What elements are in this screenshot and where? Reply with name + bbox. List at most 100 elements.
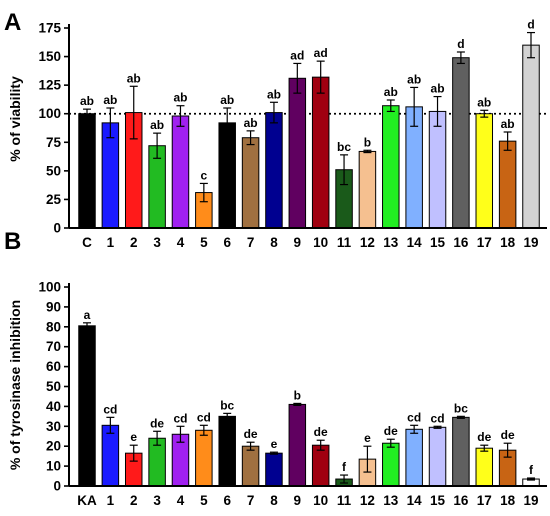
significance-letter: ab <box>127 71 141 85</box>
significance-letter: cd <box>407 410 421 424</box>
panel-a-letter: A <box>4 9 21 36</box>
x-tick-label: 11 <box>337 235 352 250</box>
x-tick-label: 15 <box>430 493 446 508</box>
bar <box>428 426 447 487</box>
significance-letter: a <box>84 308 91 322</box>
significance-letter: de <box>244 427 258 441</box>
x-tick-label: 13 <box>383 493 399 508</box>
panel-b-error-bars <box>83 322 535 484</box>
panel-b-letter: B <box>4 228 21 255</box>
x-tick-label: 12 <box>360 235 375 250</box>
y-tick-label: 100 <box>38 106 61 121</box>
y-tick-label: 70 <box>46 339 61 354</box>
x-tick-label: 8 <box>270 493 278 508</box>
x-tick-label: KA <box>77 493 97 508</box>
significance-letter: cd <box>103 402 117 416</box>
significance-letter: ad <box>290 48 304 62</box>
x-tick-label: 10 <box>313 235 328 250</box>
bar <box>382 442 400 487</box>
significance-letter: e <box>130 430 137 444</box>
significance-letter: de <box>314 425 328 439</box>
significance-letter: ab <box>267 87 281 101</box>
y-tick-label: 50 <box>46 379 61 394</box>
significance-letter: ab <box>384 85 398 99</box>
panel-a-axes <box>68 24 547 229</box>
bar <box>195 429 213 487</box>
bar <box>358 150 377 229</box>
y-tick-label: 125 <box>38 78 61 93</box>
bar <box>171 115 190 229</box>
panel-b-y-ticks: 0 10 20 30 40 50 60 70 80 90 100 <box>38 280 69 494</box>
bar <box>428 110 447 229</box>
bar <box>265 452 283 487</box>
x-tick-label: 16 <box>453 235 469 250</box>
x-tick-label: C <box>82 235 92 250</box>
panel-a-bars <box>78 44 540 229</box>
significance-letter: e <box>271 437 278 451</box>
significance-letter: ab <box>103 93 117 107</box>
y-tick-label: 100 <box>38 280 61 295</box>
panel-b-x-ticks: KA 1 2 3 4 5 6 7 8 9 10 11 12 13 14 15 16 17 18 19 <box>77 493 538 508</box>
significance-letter: ad <box>314 46 328 60</box>
x-tick-label: 19 <box>523 235 538 250</box>
x-tick-label: 13 <box>383 235 399 250</box>
bar <box>265 112 283 229</box>
x-tick-label: 18 <box>500 493 516 508</box>
x-tick-label: 9 <box>294 493 302 508</box>
panel-a-error-bars <box>83 31 535 203</box>
x-tick-label: 3 <box>153 235 161 250</box>
y-tick-label: 40 <box>46 399 61 414</box>
significance-letter: bc <box>220 398 234 412</box>
panel-a-y-ticks: 0 25 50 75 100 125 150 175 <box>38 21 69 236</box>
bar <box>241 445 260 487</box>
x-tick-label: 16 <box>453 493 469 508</box>
significance-letter: bc <box>337 140 351 154</box>
x-tick-label: 2 <box>130 235 138 250</box>
significance-letter: b <box>294 388 301 402</box>
y-tick-label: 0 <box>53 221 61 236</box>
y-tick-label: 0 <box>53 479 61 494</box>
panel-a-ylabel: % of viability <box>7 76 23 162</box>
significance-letter: de <box>501 428 515 442</box>
x-tick-label: 7 <box>247 235 255 250</box>
bar <box>218 415 236 487</box>
panel-a-x-ticks: C 1 2 3 4 5 6 7 8 9 10 11 12 13 14 15 16 17 18 19 <box>82 235 538 250</box>
x-tick-label: 1 <box>107 235 115 250</box>
y-tick-label: 50 <box>46 163 61 178</box>
x-tick-label: 9 <box>294 235 302 250</box>
bar <box>288 77 307 229</box>
significance-letter: cd <box>431 411 445 425</box>
x-tick-label: 3 <box>153 493 161 508</box>
significance-letter: ab <box>173 91 187 105</box>
x-tick-label: 2 <box>130 493 138 508</box>
bar <box>101 122 120 229</box>
y-tick-label: 150 <box>38 49 61 64</box>
x-tick-label: 1 <box>107 493 115 508</box>
x-tick-label: 5 <box>200 235 208 250</box>
panel-b-chart: B % of tyrosinase inhibition 01020304050… <box>4 228 547 508</box>
y-tick-label: 175 <box>38 21 61 36</box>
y-tick-label: 75 <box>46 135 62 150</box>
bar <box>475 447 494 487</box>
y-tick-label: 20 <box>46 439 61 454</box>
bar <box>382 105 400 229</box>
x-tick-label: 11 <box>337 493 352 508</box>
y-tick-label: 25 <box>46 192 62 207</box>
significance-letter: e <box>364 431 371 445</box>
significance-letter: f <box>529 463 534 477</box>
y-tick-label: 60 <box>46 359 61 374</box>
bar <box>452 57 470 229</box>
x-tick-label: 17 <box>477 493 492 508</box>
x-tick-label: 17 <box>477 235 492 250</box>
x-tick-label: 4 <box>177 235 185 250</box>
x-tick-label: 6 <box>223 493 231 508</box>
bar <box>78 325 96 487</box>
x-tick-label: 14 <box>407 493 423 508</box>
bar <box>241 137 260 229</box>
x-tick-label: 6 <box>223 235 231 250</box>
significance-letter: ab <box>431 82 445 96</box>
significance-letter: ab <box>407 72 421 86</box>
